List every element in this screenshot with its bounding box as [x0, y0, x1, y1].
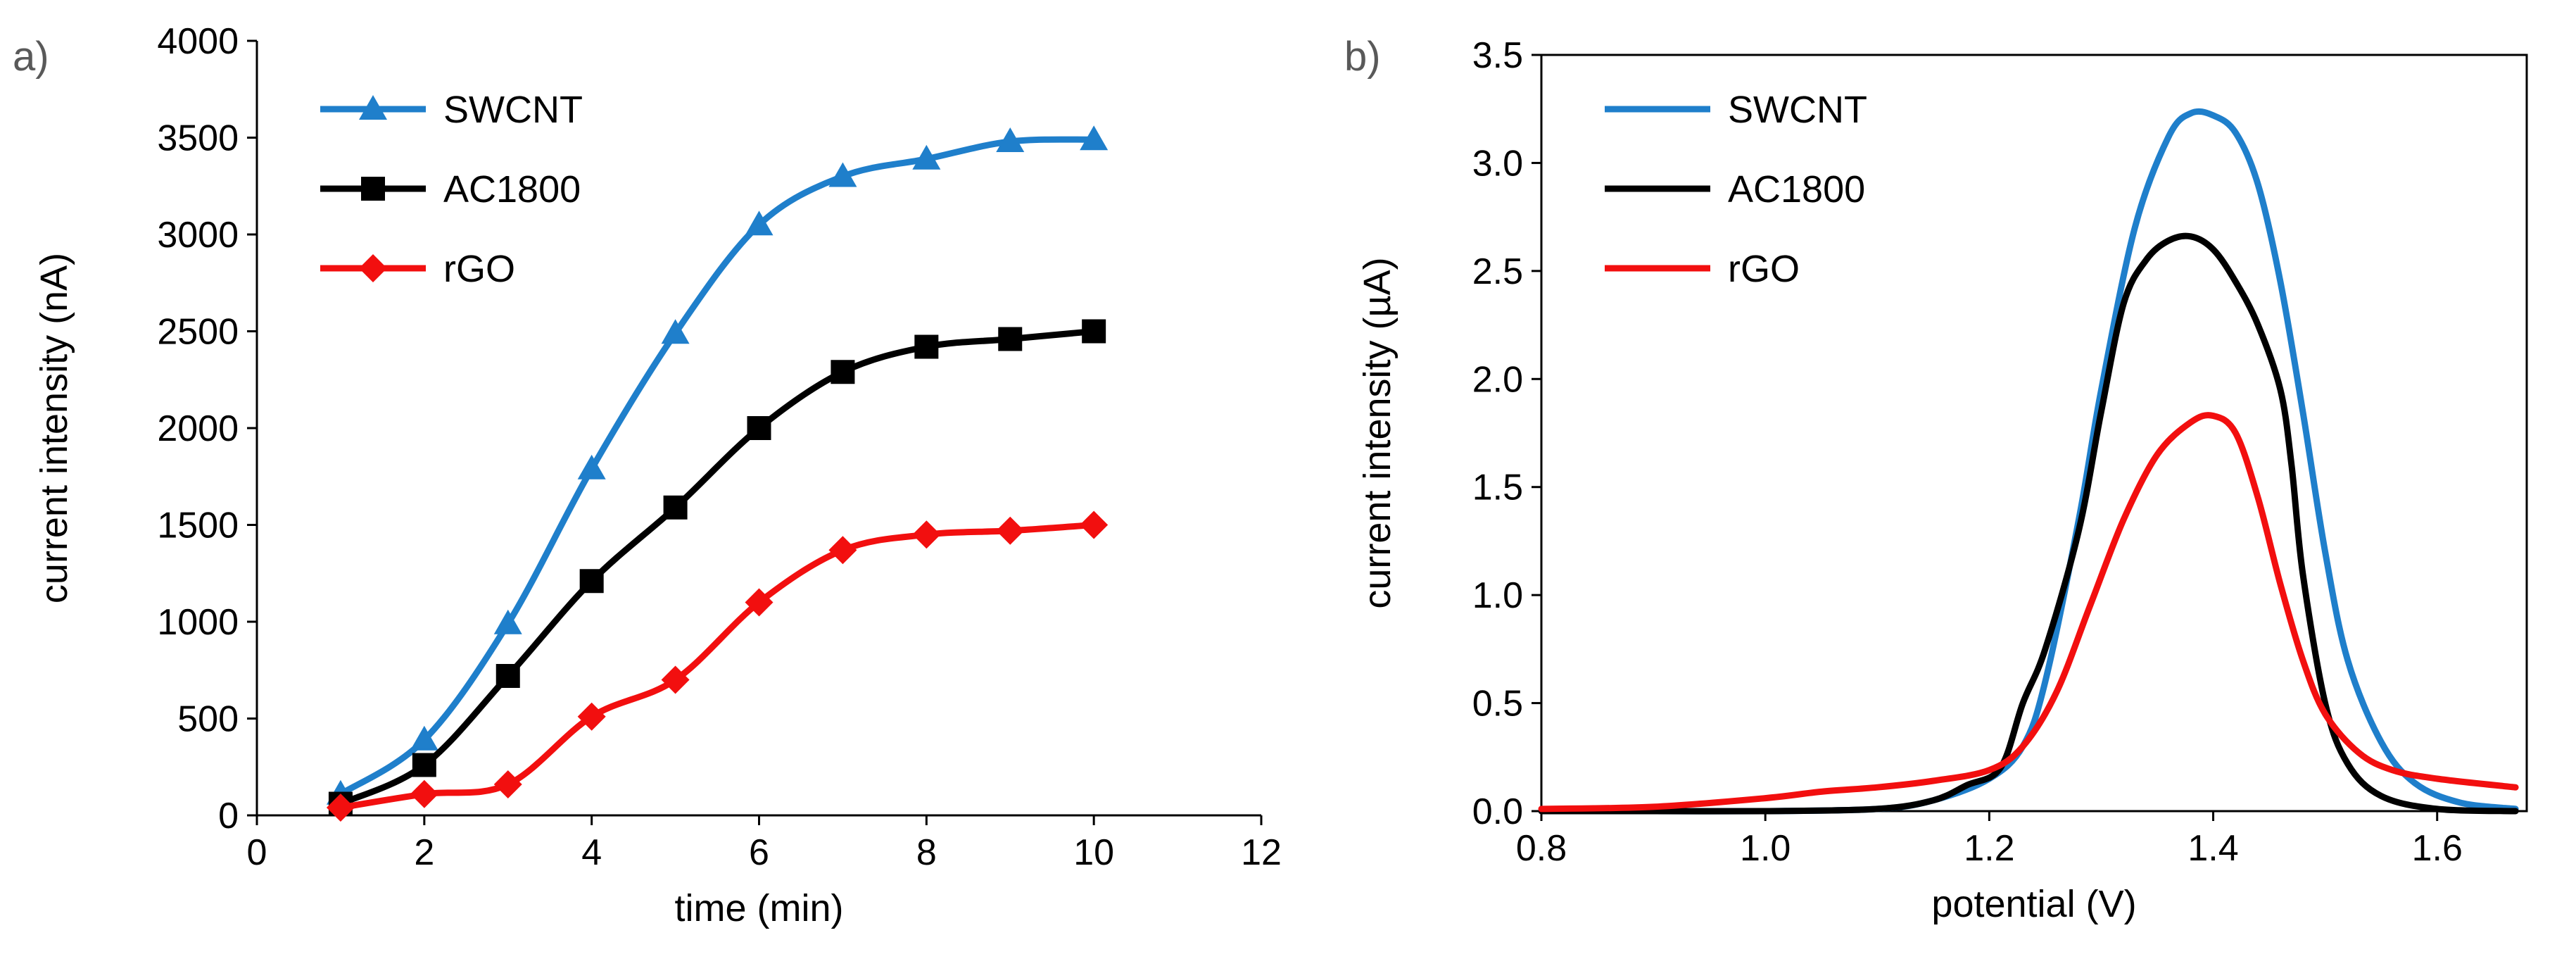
legend-label-rgo: rGO	[1728, 248, 1800, 290]
y-tick-label: 2000	[157, 408, 239, 449]
x-tick-label: 1.6	[2412, 828, 2463, 869]
y-tick-label: 0.5	[1472, 684, 1523, 725]
y-tick-label: 500	[177, 699, 239, 740]
data-point-rgo	[577, 702, 606, 731]
y-tick-label: 2.0	[1472, 359, 1523, 400]
x-tick-label: 4	[581, 832, 602, 873]
series-ac1800	[328, 319, 1106, 816]
x-tick-label: 1.4	[2187, 828, 2238, 869]
x-tick-label: 8	[916, 832, 937, 873]
x-tick-label: 1.0	[1740, 828, 1791, 869]
data-point-rgo	[410, 779, 438, 808]
y-tick-label: 2.5	[1472, 251, 1523, 292]
panel-label-b: b)	[1344, 34, 1381, 80]
y-tick-label: 0	[218, 796, 239, 836]
x-tick-label: 6	[749, 832, 769, 873]
data-point-ac1800	[495, 664, 520, 688]
legend-label-rgo: rGO	[443, 248, 515, 290]
data-point-ac1800	[998, 327, 1023, 351]
data-point-ac1800	[579, 569, 604, 594]
series-rgo	[1538, 412, 2519, 813]
chart-b: 0.8 1.0 1.2 1.4 1.6 0.0 0.5 1.0 1.5 2.0 2.5 3.0 3.5 p…	[1356, 35, 2528, 925]
series-rgo	[326, 510, 1109, 822]
data-point-rgo	[912, 520, 941, 549]
y-tick-label: 4000	[157, 21, 239, 62]
x-tick-label: 0	[247, 832, 267, 873]
y-tick-label: 1.5	[1472, 468, 1523, 508]
y-tick-label: 1000	[157, 602, 239, 643]
y-axis-label: current intensity (nA)	[33, 253, 75, 603]
plot-frame	[1540, 54, 2528, 813]
series-line-rgo	[337, 522, 1097, 811]
data-point-swcnt	[912, 144, 941, 170]
data-point-ac1800	[914, 334, 939, 359]
legend-marker-ac1800	[361, 177, 385, 201]
chart-a: 0 2 4 6 8 10 12 0 500 1000 1500 2000 2500 3000 3500 400…	[33, 21, 1282, 929]
data-point-ac1800	[831, 360, 855, 384]
data-point-swcnt	[661, 319, 690, 344]
y-tick-label: 3.0	[1472, 143, 1523, 184]
y-tick-label: 3000	[157, 215, 239, 256]
data-point-swcnt	[996, 127, 1025, 152]
y-tick-label: 0.0	[1472, 791, 1523, 832]
data-point-rgo	[661, 665, 690, 694]
x-axis-label: potential (V)	[1931, 883, 2136, 925]
x-tick-label: 1.2	[1964, 828, 2014, 869]
data-point-ac1800	[1082, 319, 1106, 344]
data-point-rgo	[745, 588, 774, 617]
series-line-ac1800	[1538, 232, 2519, 815]
series-swcnt	[326, 125, 1109, 805]
legend-label-swcnt: SWCNT	[1728, 89, 1867, 131]
data-point-swcnt	[410, 725, 438, 751]
data-point-ac1800	[412, 753, 436, 777]
series-line-rgo	[1538, 412, 2519, 813]
y-tick-label: 3500	[157, 118, 239, 159]
series-ac1800	[1538, 232, 2519, 815]
legend-label-swcnt: SWCNT	[443, 89, 583, 131]
data-point-rgo	[326, 794, 355, 822]
data-point-swcnt	[745, 211, 774, 236]
data-point-rgo	[828, 536, 857, 565]
series-line-ac1800	[337, 328, 1097, 807]
x-tick-label: 10	[1073, 832, 1114, 873]
data-point-rgo	[493, 770, 522, 798]
y-tick-label: 1500	[157, 506, 239, 546]
data-point-swcnt	[493, 609, 522, 634]
legend-marker-rgo	[359, 254, 387, 282]
y-tick-label: 1.0	[1472, 575, 1523, 616]
legend-label-ac1800: AC1800	[1728, 168, 1865, 211]
x-tick-label: 2	[414, 832, 434, 873]
y-tick-label: 2500	[157, 312, 239, 353]
data-point-rgo	[1080, 510, 1109, 539]
series-line-swcnt	[1538, 108, 2519, 815]
x-axis-label: time (min)	[675, 887, 844, 929]
data-point-rgo	[996, 516, 1025, 545]
data-point-ac1800	[663, 495, 688, 520]
y-tick-label: 3.5	[1472, 35, 1523, 76]
data-point-swcnt	[828, 162, 857, 187]
legend-marker-swcnt	[359, 95, 387, 120]
y-axis-label: current intensity (µA)	[1356, 257, 1399, 608]
data-point-ac1800	[747, 416, 771, 440]
data-point-swcnt	[577, 454, 606, 479]
series-swcnt	[1538, 108, 2519, 815]
data-point-swcnt	[1080, 125, 1109, 151]
legend-label-ac1800: AC1800	[443, 168, 581, 211]
x-tick-label: 12	[1241, 832, 1282, 873]
panel-label-a: a)	[13, 34, 49, 80]
x-tick-label: 0.8	[1516, 828, 1567, 869]
